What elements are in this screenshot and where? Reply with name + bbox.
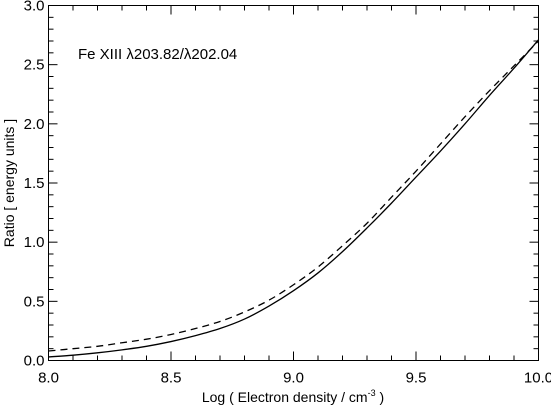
y-tick-label: 1.0 (24, 234, 45, 251)
x-tick-label: 9.5 (406, 370, 427, 387)
tick-labels: 8.0 8.5 9.0 9.5 10.0 0.0 0.5 1.0 1.5 2.0 2.5 3.0 (24, 0, 551, 387)
x-tick-label: 9.0 (283, 370, 304, 387)
x-tick-label: 10.0 (524, 370, 551, 387)
x-axis-title: Log ( Electron density / cm-3 ) (202, 388, 384, 405)
x-axis-title-main: Log ( Electron density / cm (202, 389, 368, 405)
y-tick-label: 0.0 (24, 353, 45, 370)
annotation: Fe XIII λ203.82/λ202.04 (78, 46, 237, 63)
x-axis-title-superscript: -3 (368, 388, 376, 398)
y-tick-label: 1.5 (24, 175, 45, 192)
x-tick-label: 8.0 (38, 370, 59, 387)
y-axis-title: Ratio [ energy units ] (1, 119, 17, 247)
series-line-solid (48, 39, 539, 358)
y-tick-label: 3.0 (24, 0, 45, 15)
series (48, 39, 539, 358)
series-line-dashed (48, 40, 539, 352)
x-tick-label: 8.5 (161, 370, 182, 387)
x-axis-title-suffix: ) (376, 389, 385, 405)
y-tick-label: 0.5 (24, 293, 45, 310)
y-tick-label: 2.5 (24, 57, 45, 74)
ticks (48, 5, 539, 361)
y-tick-label: 2.0 (24, 116, 45, 133)
